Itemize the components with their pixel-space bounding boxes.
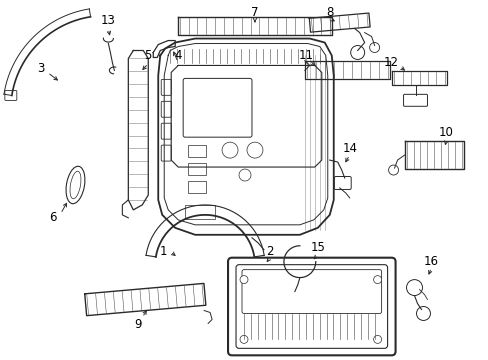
- Bar: [188, 163, 205, 175]
- Text: 14: 14: [342, 141, 356, 155]
- Bar: [188, 145, 205, 157]
- FancyBboxPatch shape: [161, 80, 171, 95]
- FancyBboxPatch shape: [5, 90, 17, 100]
- Bar: [188, 181, 205, 193]
- Text: 8: 8: [325, 6, 333, 19]
- FancyBboxPatch shape: [236, 265, 387, 348]
- Circle shape: [240, 276, 247, 284]
- Text: 2: 2: [265, 245, 273, 258]
- FancyBboxPatch shape: [403, 94, 427, 106]
- Circle shape: [222, 142, 238, 158]
- Text: 1: 1: [159, 245, 166, 258]
- FancyBboxPatch shape: [334, 176, 350, 189]
- FancyBboxPatch shape: [161, 101, 171, 117]
- Circle shape: [288, 289, 300, 301]
- FancyBboxPatch shape: [161, 123, 171, 139]
- FancyBboxPatch shape: [227, 258, 395, 355]
- Circle shape: [373, 276, 381, 284]
- Text: 13: 13: [101, 14, 116, 27]
- Text: 7: 7: [251, 6, 258, 19]
- Circle shape: [388, 165, 398, 175]
- FancyBboxPatch shape: [242, 270, 381, 314]
- FancyBboxPatch shape: [161, 145, 171, 161]
- Ellipse shape: [66, 166, 85, 204]
- Text: 16: 16: [423, 255, 438, 268]
- Circle shape: [416, 306, 429, 320]
- FancyBboxPatch shape: [183, 78, 251, 137]
- Circle shape: [240, 336, 247, 343]
- Circle shape: [369, 42, 379, 53]
- Text: 9: 9: [134, 318, 142, 331]
- Text: 15: 15: [310, 241, 325, 254]
- Circle shape: [246, 142, 263, 158]
- Text: 4: 4: [174, 49, 182, 62]
- Circle shape: [406, 280, 422, 296]
- Circle shape: [373, 336, 381, 343]
- Ellipse shape: [70, 171, 81, 199]
- Circle shape: [239, 169, 250, 181]
- Text: 3: 3: [37, 62, 44, 75]
- Text: 5: 5: [144, 49, 152, 62]
- Bar: [185, 205, 215, 219]
- Circle shape: [350, 45, 364, 59]
- Text: 12: 12: [383, 56, 398, 69]
- Text: 6: 6: [49, 211, 56, 224]
- Text: 10: 10: [438, 126, 453, 139]
- Text: 11: 11: [298, 49, 313, 62]
